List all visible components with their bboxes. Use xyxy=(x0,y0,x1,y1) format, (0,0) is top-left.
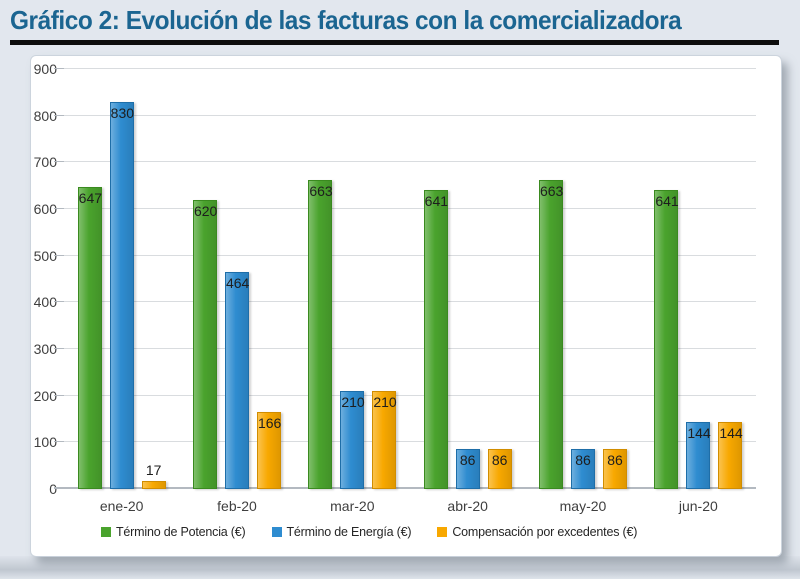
y-axis-label: 200 xyxy=(33,387,57,404)
chart-panel: 0 100 200 300 400 500 600 700 800 900 647 830 17 620… xyxy=(30,55,782,557)
bar: 641 xyxy=(654,189,679,489)
bar-value-label: 17 xyxy=(145,462,162,479)
y-tick xyxy=(54,68,64,69)
y-tick xyxy=(54,301,64,303)
y-axis-label: 400 xyxy=(33,294,57,311)
legend-swatch xyxy=(271,527,282,537)
y-axis-label: 800 xyxy=(33,107,57,124)
x-axis: ene-20 feb-20 mar-20 abr-20 may-20 jun-20 xyxy=(64,498,756,516)
x-axis-label: jun-20 xyxy=(678,498,718,514)
legend-label: Término de Energía (€) xyxy=(286,525,412,539)
x-axis-label: feb-20 xyxy=(217,498,257,514)
bar-value-label: 86 xyxy=(575,451,591,468)
gridline xyxy=(64,301,756,303)
x-axis-line xyxy=(54,487,756,489)
bar-group: 647 830 17 xyxy=(64,69,179,489)
bar: 464 xyxy=(224,272,250,489)
y-axis-label: 100 xyxy=(33,434,57,451)
y-axis-label: 300 xyxy=(33,341,57,357)
y-tick xyxy=(54,161,64,163)
bar-group: 663 86 86 xyxy=(525,69,640,489)
bar: 641 xyxy=(423,189,449,489)
y-axis-label: 500 xyxy=(33,247,57,264)
bar-value-label: 464 xyxy=(225,275,250,292)
bar-value-label: 86 xyxy=(607,451,623,468)
bar: 86 xyxy=(487,448,512,489)
legend-swatch xyxy=(101,527,111,537)
gridline xyxy=(64,348,756,349)
bar-group: 620 464 166 xyxy=(179,69,294,489)
bar: 663 xyxy=(538,179,564,489)
gridline xyxy=(64,441,756,443)
y-axis-label: 600 xyxy=(33,201,57,217)
bar: 86 xyxy=(602,448,627,489)
bar: 86 xyxy=(570,448,595,489)
x-axis-label: abr-20 xyxy=(447,498,488,514)
y-tick xyxy=(54,394,64,396)
bar-value-label: 830 xyxy=(110,104,135,121)
panel-reflection xyxy=(0,556,800,579)
bar-group: 641 86 86 xyxy=(410,69,525,489)
bar-value-label: 663 xyxy=(309,182,333,199)
bar-group: 663 210 210 xyxy=(295,69,410,489)
bar: 210 xyxy=(372,391,397,489)
legend-swatch xyxy=(437,527,448,537)
y-axis-label: 700 xyxy=(33,154,57,171)
bar-value-label: 641 xyxy=(655,192,679,209)
bar xyxy=(141,481,166,489)
bar-value-label: 86 xyxy=(491,451,508,468)
legend-item: Término de Potencia (€) xyxy=(101,525,246,539)
chart-title: Gráfico 2: Evolución de las facturas con… xyxy=(10,5,682,35)
bar-value-label: 663 xyxy=(539,182,564,199)
y-axis: 0 100 200 300 400 500 600 700 800 900 xyxy=(31,61,57,497)
x-axis-label: may-20 xyxy=(559,498,607,514)
y-axis-label: 900 xyxy=(33,61,57,77)
bar: 144 xyxy=(686,421,711,489)
y-tick xyxy=(54,114,64,116)
x-axis-label: mar-20 xyxy=(330,498,375,514)
bar: 210 xyxy=(340,391,365,489)
bar: 830 xyxy=(109,101,135,489)
gridline xyxy=(64,161,756,163)
y-tick xyxy=(54,208,64,209)
legend-item: Compensación por excedentes (€) xyxy=(437,525,637,539)
bar: 86 xyxy=(455,448,480,489)
gridline xyxy=(64,254,756,256)
gridline xyxy=(64,208,756,209)
bar: 166 xyxy=(256,411,282,489)
y-tick xyxy=(54,348,64,349)
bar: 647 xyxy=(77,187,103,489)
bar-value-label: 210 xyxy=(373,394,397,410)
gridline xyxy=(64,114,756,116)
bar: 620 xyxy=(192,199,218,489)
legend-label: Compensación por excedentes (€) xyxy=(452,525,638,539)
bar-value-label: 144 xyxy=(719,424,743,441)
bar: 663 xyxy=(308,179,333,489)
legend: Término de Potencia (€) Término de Energí… xyxy=(101,525,637,539)
bar-value-label: 620 xyxy=(193,202,218,219)
x-axis-label: ene-20 xyxy=(99,498,144,514)
gridline xyxy=(64,394,756,396)
bar-value-label: 144 xyxy=(687,424,711,441)
bar-value-label: 641 xyxy=(424,192,449,209)
y-tick xyxy=(54,254,64,256)
legend-label: Término de Potencia (€) xyxy=(116,525,246,539)
bar-value-label: 86 xyxy=(459,451,476,468)
bar: 144 xyxy=(718,421,743,489)
title-underline xyxy=(10,40,779,45)
y-axis-label: 0 xyxy=(49,481,57,497)
bar-value-label: 647 xyxy=(78,190,103,207)
gridline xyxy=(64,68,756,69)
legend-item: Término de Energía (€) xyxy=(271,525,412,539)
bar-group: 641 144 144 xyxy=(641,69,756,489)
plot-area: 647 830 17 620 464 166 663 210 210 641 86 86 663 86 86… xyxy=(54,68,756,489)
bar-value-label: 210 xyxy=(341,394,365,410)
bar-value-label: 166 xyxy=(257,414,282,431)
y-tick xyxy=(54,441,64,443)
